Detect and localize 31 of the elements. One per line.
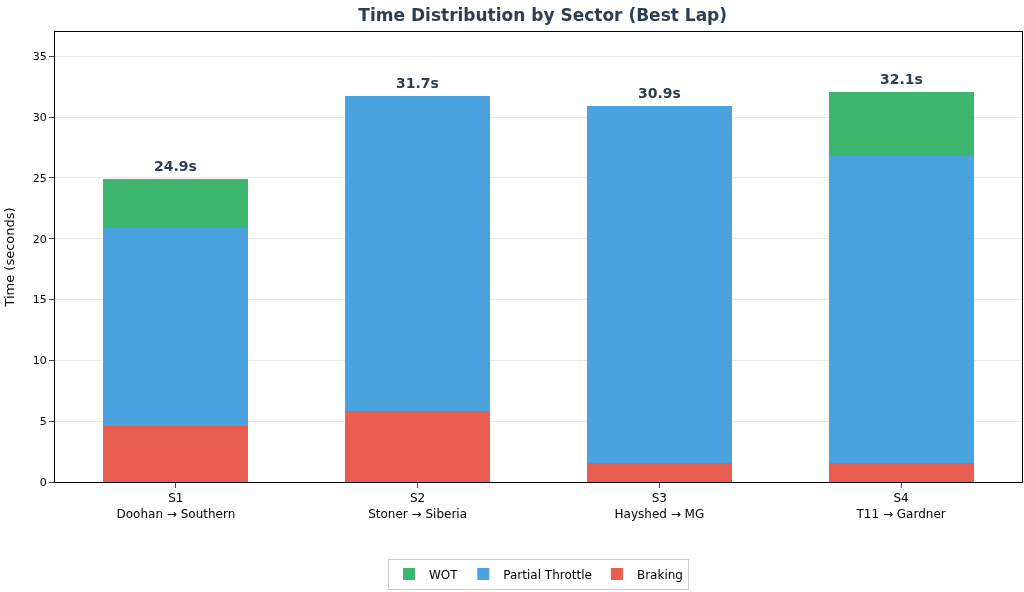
chart-title: Time Distribution by Sector (Best Lap) <box>358 4 728 25</box>
bar <box>828 462 974 482</box>
total-label: 24.9s <box>154 158 197 174</box>
legend-label: WOT <box>429 567 459 582</box>
y-tick-label: 0 <box>39 475 47 489</box>
x-tick-label: S3 Hayshed → MG <box>614 491 705 521</box>
x-tick-label: S1 Doohan → Southern <box>116 491 236 521</box>
total-label: 30.9s <box>638 85 681 101</box>
y-tick-label: 10 <box>32 354 47 368</box>
x-tick-label: S4 T11 → Gardner <box>855 491 946 521</box>
bar <box>345 411 491 482</box>
bar <box>103 179 249 228</box>
bar <box>103 227 249 427</box>
legend-label: Partial Throttle <box>503 567 592 582</box>
bar <box>828 156 974 463</box>
y-tick-label: 5 <box>39 415 47 429</box>
y-axis-title: Time (seconds) <box>1 207 17 308</box>
y-tick-label: 15 <box>32 293 47 307</box>
bar <box>345 96 491 412</box>
y-tick-label: 35 <box>32 50 47 64</box>
y-tick-label: 30 <box>32 110 47 124</box>
bar <box>103 426 249 482</box>
legend-label: Braking <box>636 567 683 582</box>
total-label: 31.7s <box>396 75 439 91</box>
bar <box>586 462 732 482</box>
bar <box>828 91 974 157</box>
y-tick-label: 25 <box>32 171 47 185</box>
y-tick-label: 20 <box>32 232 47 246</box>
x-tick-label: S2 Stoner → Siberia <box>368 491 468 521</box>
total-label: 32.1s <box>880 71 923 87</box>
bar <box>586 106 732 463</box>
